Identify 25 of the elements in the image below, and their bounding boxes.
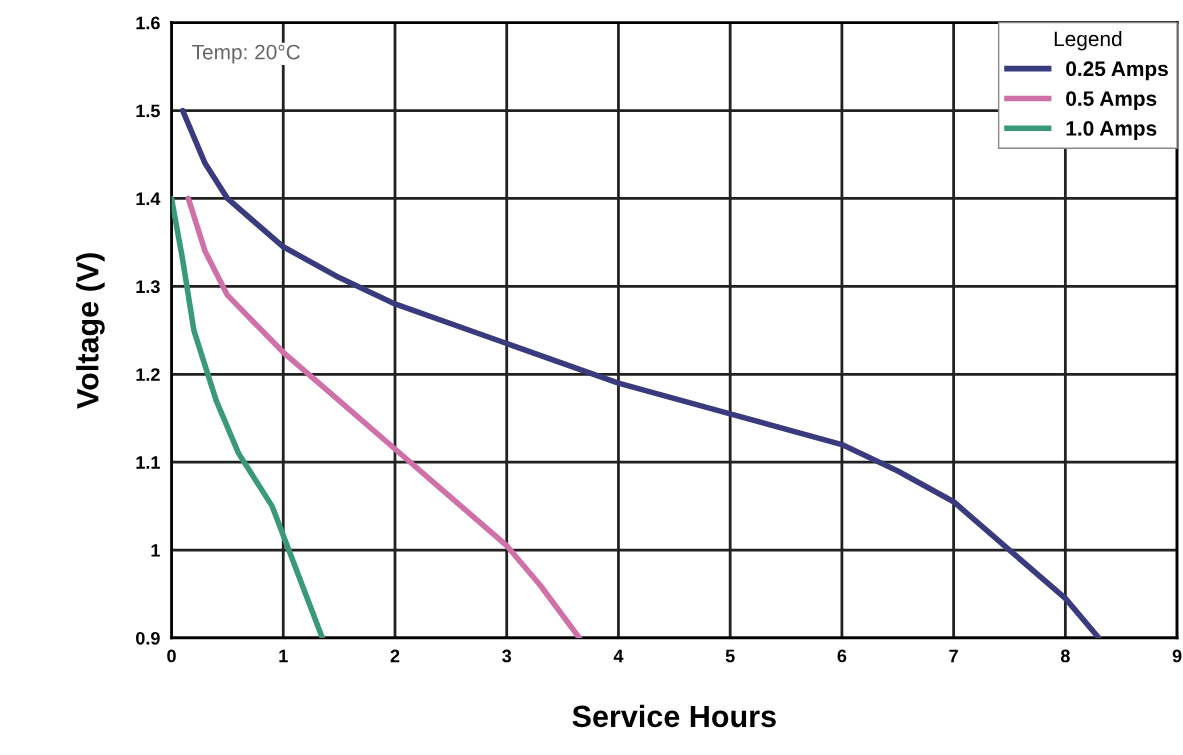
x-tick-label: 3 bbox=[502, 649, 512, 663]
y-tick-label: 1.6 bbox=[136, 16, 160, 30]
legend-label: 0.25 Amps bbox=[1066, 61, 1168, 81]
y-tick-label: 1.5 bbox=[136, 104, 160, 118]
x-tick-label: 0 bbox=[167, 649, 176, 663]
y-tick-label: 0.9 bbox=[136, 631, 160, 645]
x-tick-label: 2 bbox=[390, 649, 400, 663]
x-tick-label: 9 bbox=[1172, 649, 1182, 663]
legend-label: 0.5 Amps bbox=[1066, 91, 1157, 111]
y-tick-label: 1 bbox=[151, 544, 160, 557]
y-axis-title: Voltage (V) bbox=[76, 253, 105, 409]
x-tick-label: 6 bbox=[837, 649, 847, 663]
y-tick-label: 1.4 bbox=[136, 192, 161, 205]
y-tick-label: 1.2 bbox=[136, 368, 160, 381]
y-tick-label: 1.3 bbox=[136, 280, 160, 294]
legend-label: 1.0 Amps bbox=[1066, 121, 1157, 140]
x-tick-label: 8 bbox=[1060, 649, 1070, 663]
y-tick-label: 1.1 bbox=[136, 456, 160, 469]
x-tick-label: 4 bbox=[613, 649, 624, 663]
x-tick-label: 5 bbox=[725, 649, 735, 663]
x-tick-label: 1 bbox=[279, 649, 288, 663]
legend-title: Legend bbox=[1054, 30, 1122, 51]
x-tick-label: 7 bbox=[949, 649, 958, 663]
x-axis-title: Service Hours bbox=[572, 704, 776, 728]
annotation: Temp: 20°C bbox=[192, 44, 300, 64]
